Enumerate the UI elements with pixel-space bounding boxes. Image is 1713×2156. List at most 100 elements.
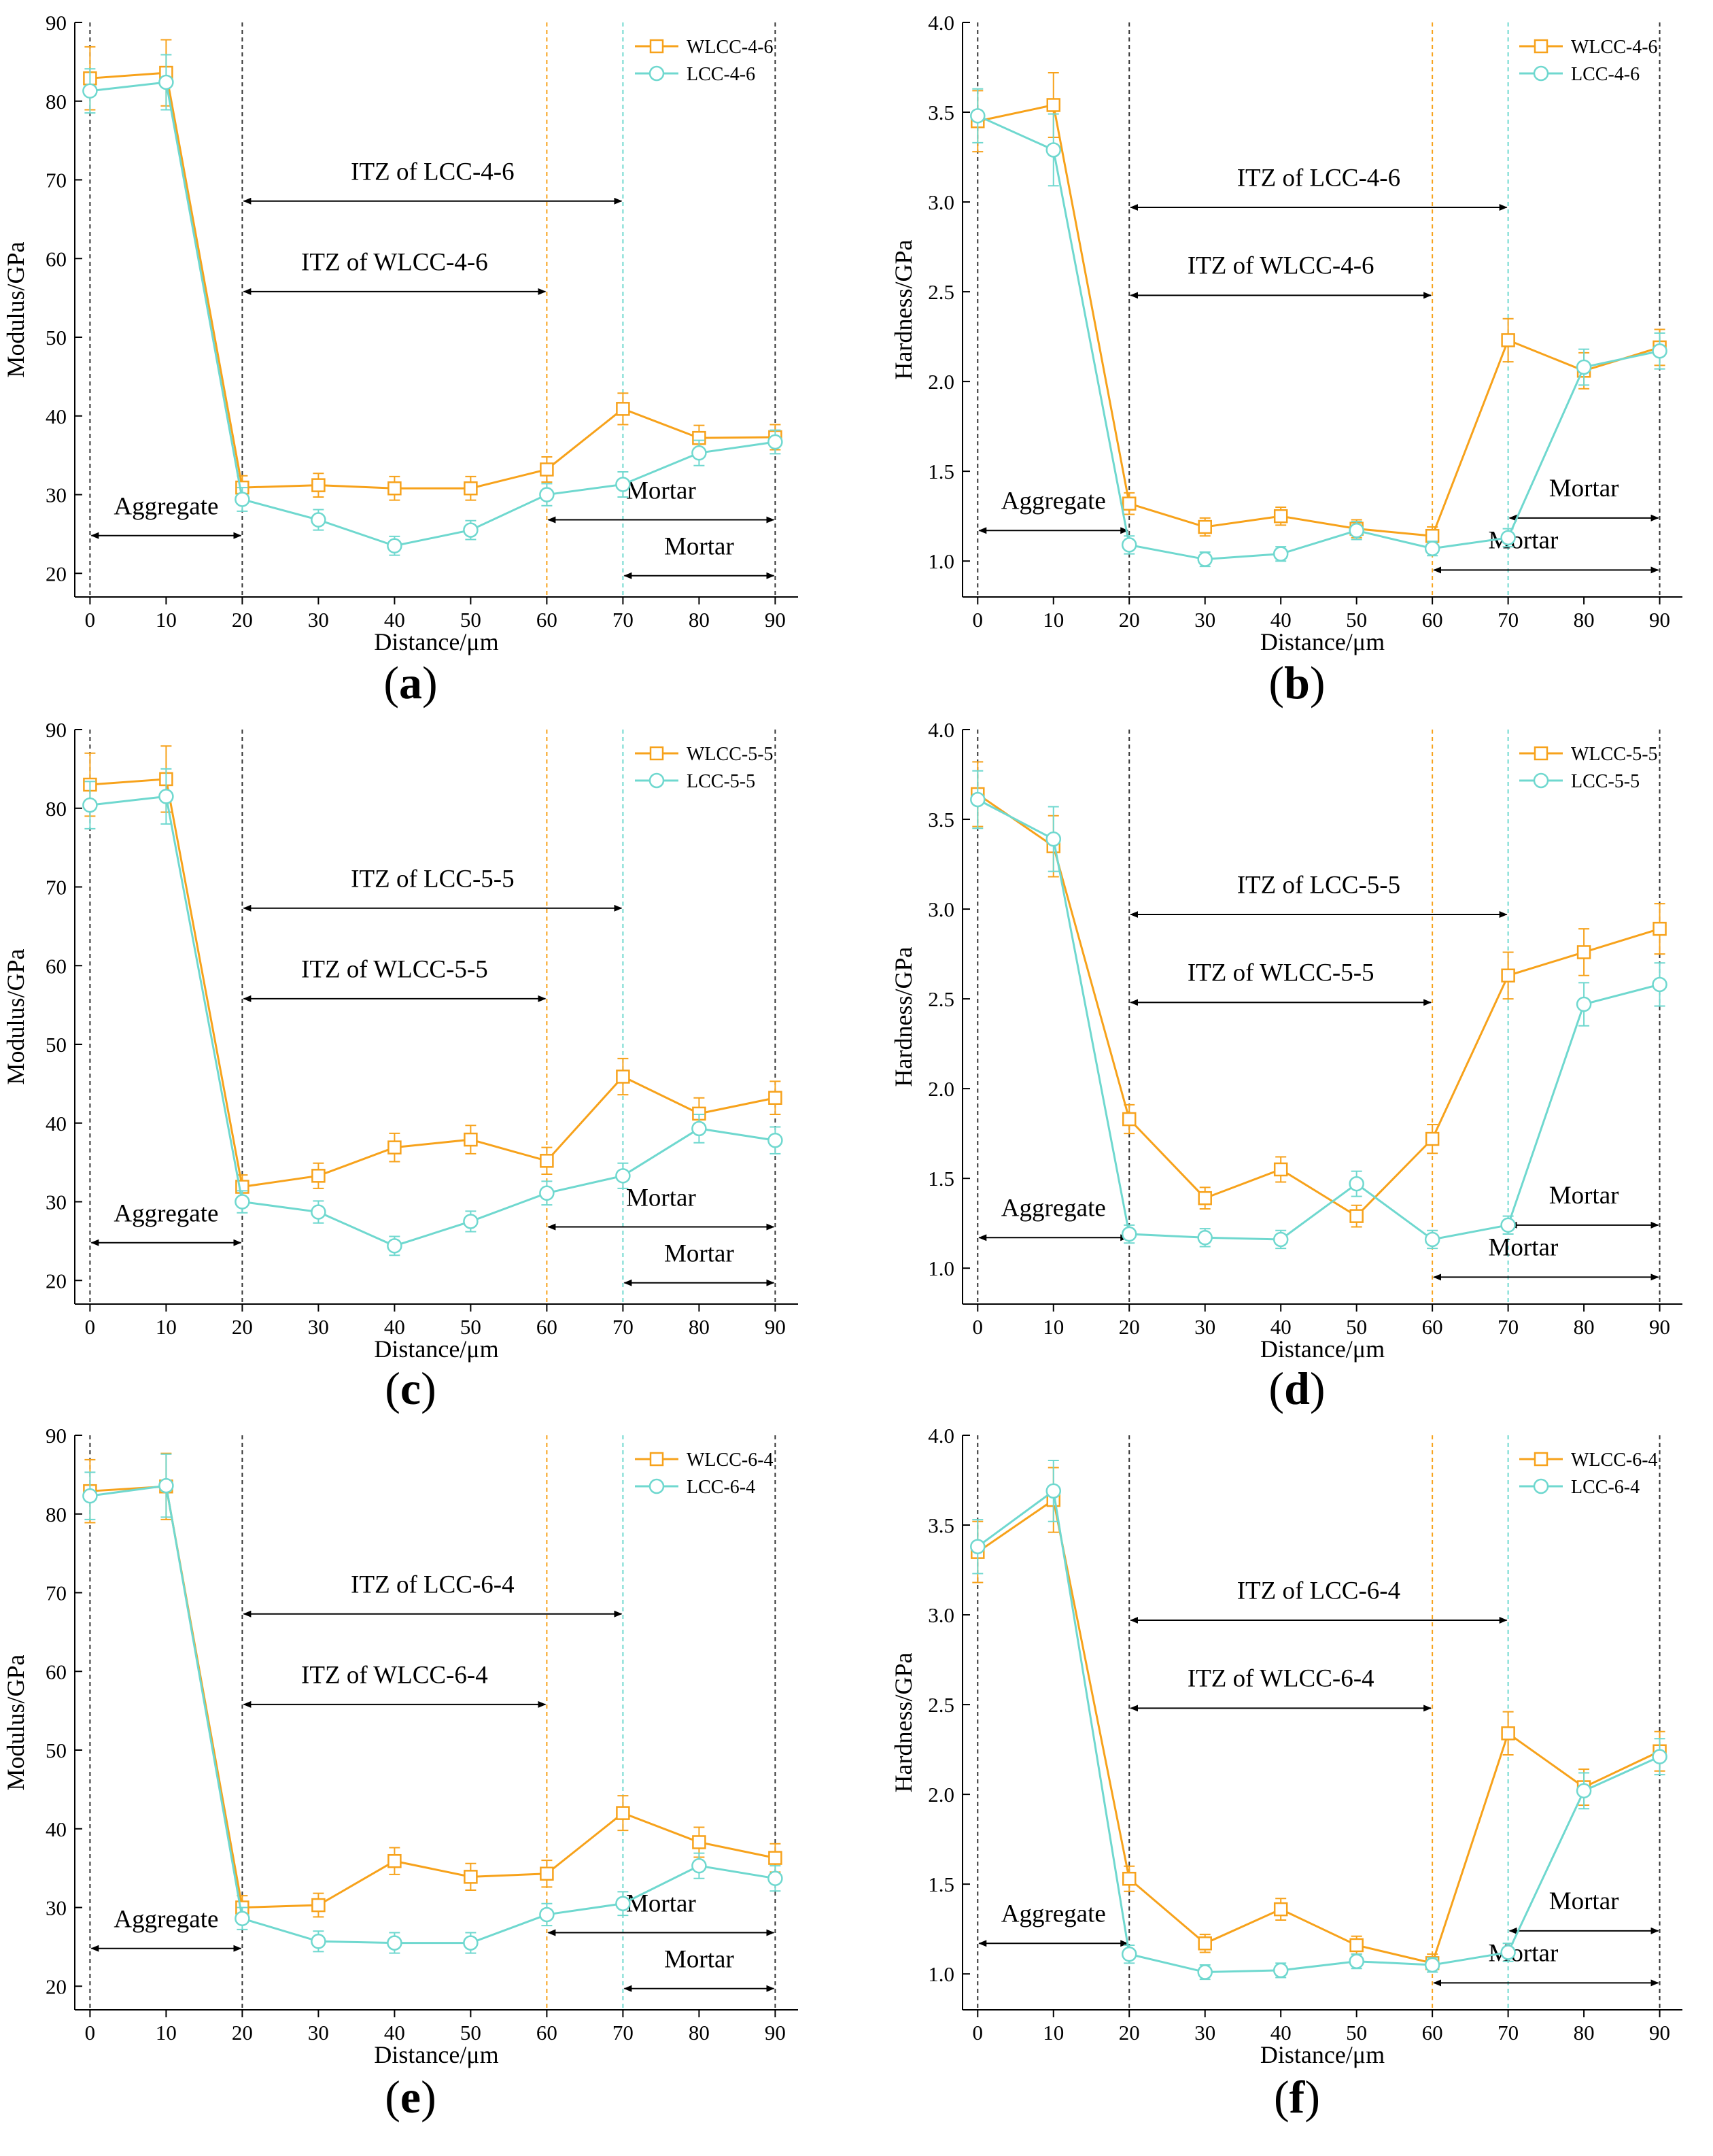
data-point [235,1911,250,1926]
legend-marker [1534,39,1548,54]
y-tick-label: 2.5 [928,280,954,304]
y-tick-label: 1.5 [928,1872,954,1896]
x-tick-label: 0 [973,2021,984,2044]
x-tick-label: 20 [232,1315,253,1339]
x-axis-label: Distance/μm [374,628,498,655]
annotation-label: ITZ of WLCC-6-4 [1188,1665,1374,1693]
legend-label: LCC-6-4 [687,1477,755,1498]
data-point [235,492,250,507]
y-tick-label: 20 [46,1974,67,1998]
data-point [464,481,478,496]
x-tick-label: 50 [1346,1315,1367,1339]
annotation-label: Mortar [1549,475,1619,502]
y-tick-label: 90 [46,1424,67,1448]
data-point [387,481,402,496]
data-point [1198,519,1212,534]
x-tick-label: 50 [460,608,481,632]
x-tick-label: 0 [85,2021,96,2044]
x-tick-label: 30 [1194,1315,1215,1339]
x-tick-label: 60 [1422,608,1443,632]
data-point [615,1168,631,1184]
data-point [616,1806,630,1820]
annotation-label: ITZ of LCC-4-6 [351,158,514,186]
data-point [1576,1783,1592,1799]
data-point [616,1070,630,1084]
annotation-label: Mortar [626,1184,696,1212]
legend-marker [1534,746,1548,761]
data-point [767,434,783,450]
legend-label: LCC-4-6 [1571,64,1640,85]
y-tick-label: 60 [46,1660,67,1683]
x-tick-label: 30 [308,2021,329,2044]
legend-marker [1533,65,1549,82]
x-axis-label: Distance/μm [1260,2041,1385,2068]
series-line [90,1485,776,1909]
y-tick-label: 60 [46,247,67,271]
annotation-label: Mortar [1549,1182,1619,1210]
y-axis-label: Hardness/GPa [890,1653,917,1793]
series-LCC-6-4 [970,1459,1667,1981]
y-tick-label: 70 [46,876,67,900]
x-tick-label: 80 [1574,608,1595,632]
x-tick-label: 80 [689,608,710,632]
y-tick-label: 80 [46,90,67,114]
data-point [768,1851,782,1865]
series-line [977,1498,1661,1965]
data-point [767,1870,783,1886]
annotation-label: Mortar [1489,1234,1559,1262]
x-tick-label: 20 [232,2021,253,2044]
y-tick-label: 30 [46,1896,67,1920]
data-point [1197,1230,1213,1246]
data-point [1500,1217,1516,1233]
chart-c: 20 30 40 50 60 70 80 90 0 10 20 30 40 50 60 70 80 90 Dista… [2,718,798,1363]
data-point [1349,1209,1364,1223]
data-point [1576,996,1592,1012]
data-point [158,789,174,804]
annotation-label: ITZ of LCC-4-6 [1237,164,1400,192]
data-point [1424,1957,1440,1973]
data-point [387,1935,402,1951]
y-tick-label: 4.0 [928,718,954,742]
y-axis-label: Modulus/GPa [2,1654,29,1790]
panel-letter-d: d [1284,1363,1310,1414]
data-point [615,477,631,492]
y-tick-label: 1.5 [928,460,954,483]
y-axis-label: Modulus/GPa [2,241,29,377]
x-tick-label: 0 [973,608,984,632]
data-point [768,1091,782,1105]
annotation-label: Mortar [626,477,696,504]
y-tick-label: 1.0 [928,549,954,573]
annotation-label: Mortar [1549,1887,1619,1915]
data-point [1500,1945,1516,1960]
data-point [1576,945,1591,959]
x-tick-label: 10 [156,1315,177,1339]
x-tick-label: 20 [1119,608,1140,632]
data-point [82,1488,98,1504]
x-tick-label: 10 [1043,608,1064,632]
x-tick-label: 70 [1498,1315,1519,1339]
data-point [539,487,555,502]
annotation-label: Aggregate [1001,1195,1106,1222]
annotation-label: Mortar [1489,527,1559,555]
x-tick-label: 10 [156,608,177,632]
data-point [1121,1226,1137,1242]
chart-f: 1.0 1.5 2.0 2.5 3.0 3.5 4.0 0 10 20 30 40 50 60 70 80 90… [890,1424,1682,2068]
x-tick-label: 30 [1194,608,1215,632]
panel-caption-d: (d) [1268,1363,1326,1414]
series-WLCC-6-4 [971,1467,1667,1973]
annotation-label: ITZ of WLCC-4-6 [301,249,488,277]
data-point [1273,1962,1289,1979]
series-LCC-4-6 [970,88,1667,568]
series-line [977,1489,1661,1974]
x-tick-label: 10 [1043,1315,1064,1339]
data-point [1425,528,1440,543]
annotation-label: ITZ of LCC-6-4 [1237,1577,1400,1605]
y-tick-label: 3.0 [928,897,954,921]
y-tick-label: 50 [46,326,67,349]
panel-letter-b: b [1284,657,1310,708]
series-line [90,81,776,547]
data-point [1198,1936,1212,1951]
annotation-label: ITZ of LCC-5-5 [351,866,514,893]
data-point [1045,1483,1062,1499]
